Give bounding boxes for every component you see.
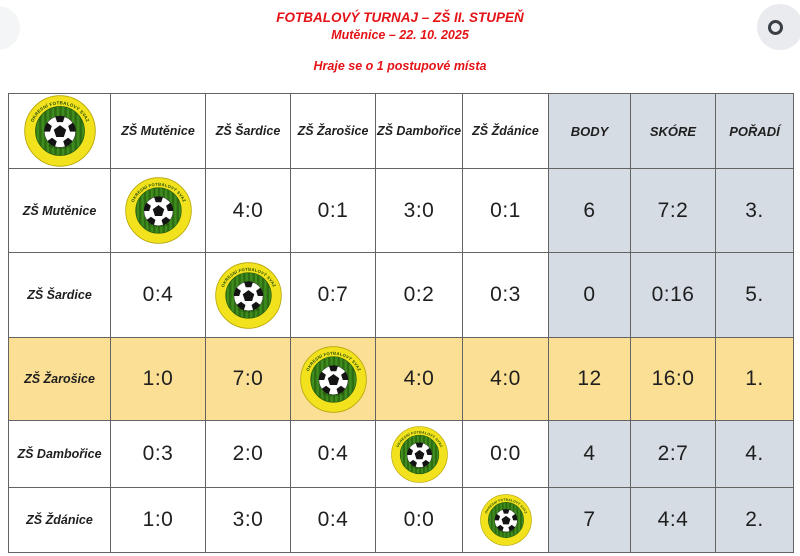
team-label-cell: ZŠ Ždánice <box>8 487 111 553</box>
score-cell: 0:3 <box>110 420 206 488</box>
rank-cell: 1. <box>715 337 794 421</box>
overlay-button-icon <box>768 20 783 35</box>
points-cell: 6 <box>548 168 631 253</box>
points-cell: 7 <box>548 487 631 553</box>
score-total-cell: 7:2 <box>630 168 716 253</box>
team-label-cell: ZŠ Mutěnice <box>8 168 111 253</box>
stat-column-header: SKÓRE <box>630 93 716 169</box>
table-row: ZŠ Dambořice 0:3 2:0 0:4 0:0 4 2:7 4. <box>8 420 794 488</box>
overlay-button-right[interactable] <box>757 4 800 50</box>
document-header: FOTBALOVÝ TURNAJ – ZŠ II. STUPEŇ Mutěnic… <box>0 9 800 75</box>
score-cell: 0:1 <box>462 168 549 253</box>
points-cell: 0 <box>548 252 631 338</box>
diagonal-logo-cell <box>290 337 376 421</box>
page-note: Hraje se o 1 postupové místa <box>313 59 487 73</box>
score-cell: 2:0 <box>205 420 291 488</box>
team-label-cell: ZŠ Dambořice <box>8 420 111 488</box>
points-cell: 12 <box>548 337 631 421</box>
score-cell: 0:4 <box>290 487 376 553</box>
score-cell: 0:2 <box>375 252 463 338</box>
score-cell: 7:0 <box>205 337 291 421</box>
diagonal-logo-cell <box>462 487 549 553</box>
ofs-hodonin-logo <box>24 95 96 167</box>
score-cell: 4:0 <box>205 168 291 253</box>
score-cell: 4:0 <box>462 337 549 421</box>
overlay-button-left[interactable] <box>0 6 20 50</box>
page-title: FOTBALOVÝ TURNAJ – ZŠ II. STUPEŇ <box>276 10 524 25</box>
diagonal-logo-cell <box>110 168 206 253</box>
team-label-cell: ZŠ Žarošice <box>8 337 111 421</box>
stat-column-header: POŘADÍ <box>715 93 794 169</box>
team-label-cell: ZŠ Šardice <box>8 252 111 338</box>
score-total-cell: 4:4 <box>630 487 716 553</box>
table-row: ZŠ Žarošice 1:0 7:0 4:0 4:0 12 16:0 1. <box>8 337 794 421</box>
score-total-cell: 16:0 <box>630 337 716 421</box>
diagonal-logo-cell <box>205 252 291 338</box>
score-cell: 0:4 <box>110 252 206 338</box>
diagonal-logo-cell <box>375 420 463 488</box>
score-cell: 0:3 <box>462 252 549 338</box>
ofs-hodonin-logo <box>391 426 448 483</box>
score-cell: 0:7 <box>290 252 376 338</box>
table-row: ZŠ Mutěnice 4:0 0:1 3:0 0:1 6 7:2 3. <box>8 168 794 253</box>
team-column-header: ZŠ Dambořice <box>375 93 463 169</box>
corner-logo-cell <box>8 93 111 169</box>
score-cell: 0:4 <box>290 420 376 488</box>
score-total-cell: 2:7 <box>630 420 716 488</box>
team-column-header: ZŠ Mutěnice <box>110 93 206 169</box>
rank-cell: 3. <box>715 168 794 253</box>
table-row: ZŠ Ždánice 1:0 3:0 0:4 0:0 7 4:4 2. <box>8 487 794 553</box>
results-table: ZŠ Mutěnice ZŠ Šardice ZŠ Žarošice ZŠ Dambo… <box>8 93 794 553</box>
team-column-header: ZŠ Ždánice <box>462 93 549 169</box>
score-cell: 0:1 <box>290 168 376 253</box>
team-column-header: ZŠ Šardice <box>205 93 291 169</box>
score-cell: 3:0 <box>375 168 463 253</box>
score-cell: 0:0 <box>462 420 549 488</box>
points-cell: 4 <box>548 420 631 488</box>
score-cell: 0:0 <box>375 487 463 553</box>
team-column-header: ZŠ Žarošice <box>290 93 376 169</box>
ofs-hodonin-logo <box>215 262 282 329</box>
rank-cell: 4. <box>715 420 794 488</box>
score-cell: 1:0 <box>110 337 206 421</box>
stat-column-header: BODY <box>548 93 631 169</box>
ofs-hodonin-logo <box>300 346 367 413</box>
page-subtitle-date: Mutěnice – 22. 10. 2025 <box>331 28 469 42</box>
rank-cell: 5. <box>715 252 794 338</box>
ofs-hodonin-logo <box>125 177 192 244</box>
score-cell: 1:0 <box>110 487 206 553</box>
table-row: ZŠ Šardice 0:4 0:7 0:2 0:3 0 0:16 5. <box>8 252 794 338</box>
ofs-hodonin-logo <box>480 494 532 546</box>
rank-cell: 2. <box>715 487 794 553</box>
score-cell: 4:0 <box>375 337 463 421</box>
score-total-cell: 0:16 <box>630 252 716 338</box>
score-cell: 3:0 <box>205 487 291 553</box>
